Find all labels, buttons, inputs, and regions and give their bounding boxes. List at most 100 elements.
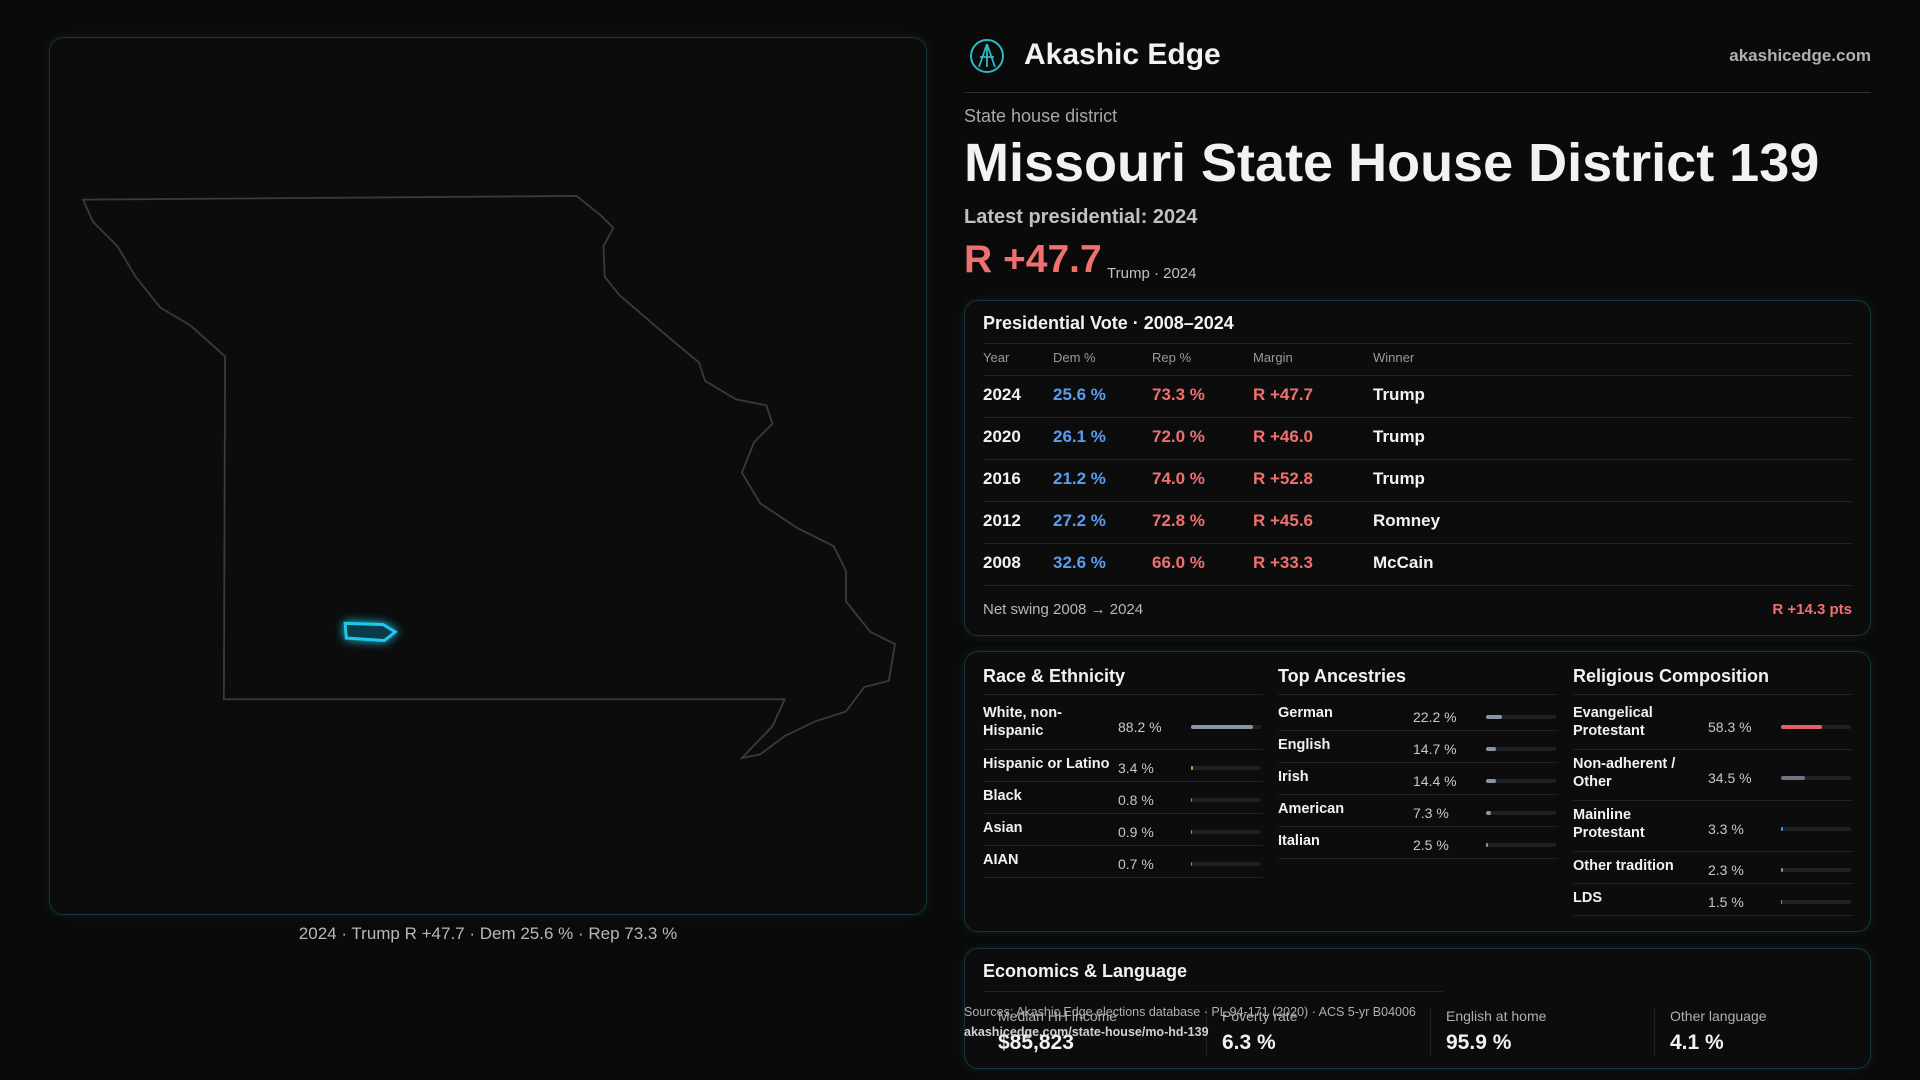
rule bbox=[983, 501, 1852, 502]
state-outline bbox=[81, 195, 896, 760]
rule bbox=[983, 845, 1263, 846]
swing-value: R +14.3 pts bbox=[1772, 601, 1852, 618]
column-header: Dem % bbox=[1053, 350, 1096, 365]
divider bbox=[964, 92, 1871, 93]
bar-track bbox=[1781, 900, 1851, 904]
stat-value: 6.3 % bbox=[1222, 1031, 1276, 1054]
table-cell: 72.0 % bbox=[1152, 427, 1205, 446]
rule bbox=[983, 459, 1852, 460]
bar-track bbox=[1486, 843, 1556, 847]
district-title: Missouri State House District 139 bbox=[964, 133, 1820, 193]
source-url: akashicedge.com/state-house/mo-hd-139 bbox=[964, 1025, 1209, 1039]
bar-track bbox=[1486, 811, 1556, 815]
section-title: Religious Composition bbox=[1573, 666, 1769, 686]
stat-value: 4.1 % bbox=[1670, 1031, 1724, 1054]
table-cell: R +45.6 bbox=[1253, 511, 1314, 530]
item-name: LDS bbox=[1573, 890, 1602, 906]
state-map bbox=[81, 195, 896, 760]
rule bbox=[983, 813, 1263, 814]
rule bbox=[1278, 730, 1558, 731]
item-name: Non-adherent / Other bbox=[1573, 756, 1676, 790]
section-title: Top Ancestries bbox=[1278, 666, 1407, 686]
table-cell: R +52.8 bbox=[1253, 469, 1314, 488]
stat-label: English at home bbox=[1446, 1008, 1547, 1024]
bar bbox=[1781, 724, 1822, 729]
table-cell: Romney bbox=[1373, 511, 1441, 530]
rule bbox=[983, 417, 1852, 418]
item-value: 0.8 % bbox=[1118, 792, 1154, 808]
stat-label: Other language bbox=[1670, 1008, 1767, 1024]
table-cell: 2020 bbox=[983, 427, 1021, 446]
item-value: 0.9 % bbox=[1118, 824, 1154, 840]
item-value: 0.7 % bbox=[1118, 856, 1154, 872]
rule bbox=[983, 585, 1852, 586]
item-value: 2.3 % bbox=[1708, 862, 1744, 878]
item-value: 3.3 % bbox=[1708, 820, 1744, 837]
table-cell: 74.0 % bbox=[1152, 469, 1205, 488]
map-panel bbox=[49, 37, 927, 915]
bar bbox=[1191, 724, 1253, 729]
rule bbox=[1278, 794, 1558, 795]
map-caption: 2024 · Trump R +47.7 · Dem 25.6 % · Rep … bbox=[298, 924, 678, 943]
bar bbox=[1486, 811, 1492, 815]
bar bbox=[1781, 826, 1784, 831]
bar bbox=[1191, 766, 1194, 770]
column-header: Rep % bbox=[1152, 350, 1192, 365]
stat-label: Median HH income bbox=[998, 1008, 1118, 1024]
panel-title: Economics & Language bbox=[983, 961, 1188, 981]
rule bbox=[1573, 851, 1853, 852]
table-cell: Trump bbox=[1373, 469, 1425, 488]
rule bbox=[983, 543, 1852, 544]
rule bbox=[983, 877, 1263, 878]
table-cell: 2024 bbox=[983, 385, 1021, 404]
table-cell: 25.6 % bbox=[1053, 385, 1106, 404]
rule bbox=[1573, 800, 1853, 801]
column-header: Winner bbox=[1373, 350, 1415, 365]
item-name: German bbox=[1278, 705, 1333, 721]
bar bbox=[1486, 843, 1488, 847]
divider bbox=[1654, 1007, 1655, 1057]
column-header: Year bbox=[983, 350, 1010, 365]
table-cell: 72.8 % bbox=[1152, 511, 1205, 530]
bar-track bbox=[1486, 747, 1556, 751]
table-cell: 27.2 % bbox=[1053, 511, 1106, 530]
table-cell: R +46.0 bbox=[1253, 427, 1314, 446]
divider bbox=[1206, 1007, 1207, 1057]
item-value: 58.3 % bbox=[1708, 718, 1752, 735]
bar-track bbox=[1191, 724, 1261, 729]
district-shape bbox=[343, 621, 399, 643]
table-cell: Trump bbox=[1373, 427, 1425, 446]
swing-label: Net swing 2008 → 2024 bbox=[983, 601, 1144, 618]
margin-note: Trump · 2024 bbox=[1107, 265, 1197, 282]
section-title: Race & Ethnicity bbox=[983, 666, 1126, 686]
item-name: White, non-Hispanic bbox=[983, 705, 1062, 739]
rule bbox=[1278, 694, 1558, 695]
bar bbox=[1781, 900, 1783, 904]
bar-track bbox=[1781, 775, 1851, 780]
item-value: 7.3 % bbox=[1413, 805, 1449, 821]
item-value: 22.2 % bbox=[1413, 709, 1457, 725]
demographics-panel: Race & Ethnicity White, non-Hispanic 88.2 … bbox=[964, 651, 1871, 932]
stat-value: $85,823 bbox=[998, 1031, 1074, 1054]
item-name: Italian bbox=[1278, 833, 1320, 849]
item-name: Other tradition bbox=[1573, 858, 1674, 874]
rule bbox=[1573, 883, 1853, 884]
rule bbox=[1573, 694, 1853, 695]
rule bbox=[1573, 749, 1853, 750]
item-name: American bbox=[1278, 801, 1345, 817]
economics-panel: Economics & Language Median HH income $85,… bbox=[964, 948, 1871, 1069]
divider bbox=[1430, 1007, 1431, 1057]
bar bbox=[1486, 715, 1502, 719]
table-cell: 2008 bbox=[983, 553, 1021, 572]
brand-name: Akashic Edge bbox=[1024, 38, 1221, 71]
item-name: Asian bbox=[983, 820, 1023, 836]
bar-track bbox=[1191, 830, 1261, 834]
item-name: Black bbox=[983, 788, 1022, 804]
bar bbox=[1486, 747, 1497, 751]
rule bbox=[983, 694, 1263, 695]
item-value: 3.4 % bbox=[1118, 760, 1154, 776]
rule bbox=[1278, 762, 1558, 763]
item-name: English bbox=[1278, 737, 1331, 753]
item-name: AIAN bbox=[983, 852, 1019, 868]
bar-track bbox=[1191, 862, 1261, 866]
